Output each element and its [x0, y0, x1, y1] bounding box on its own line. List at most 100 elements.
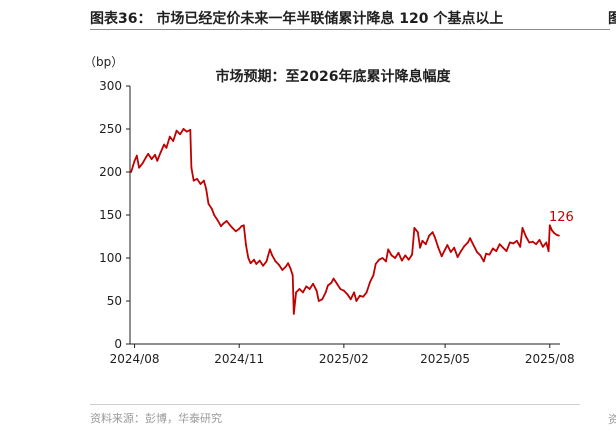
data-point: [485, 252, 487, 255]
data-point: [186, 130, 188, 133]
data-point: [278, 264, 280, 266]
data-point: [385, 260, 387, 263]
data-point: [387, 248, 390, 251]
data-point: [515, 239, 518, 242]
data-point: [542, 245, 544, 248]
series-points: [130, 128, 560, 315]
data-point: [203, 179, 205, 182]
data-point: [428, 234, 431, 237]
data-point: [308, 288, 311, 290]
data-point: [165, 147, 168, 149]
data-point: [247, 257, 250, 259]
data-point: [245, 244, 247, 247]
data-point: [551, 229, 553, 232]
data-point: [339, 288, 342, 290]
data-point: [145, 156, 147, 159]
data-point: [295, 291, 297, 294]
data-point: [467, 241, 469, 244]
series-line: [130, 128, 560, 315]
data-point: [390, 254, 393, 257]
data-point: [479, 254, 482, 257]
data-point: [258, 259, 261, 262]
data-point: [156, 159, 159, 162]
x-tick-label: 2024/11: [214, 352, 264, 366]
data-point: [343, 289, 345, 292]
data-point: [274, 260, 277, 263]
data-point: [460, 250, 462, 253]
data-point: [281, 269, 284, 271]
data-point: [168, 135, 171, 138]
data-point: [305, 285, 308, 288]
data-point: [255, 263, 258, 265]
data-point: [535, 243, 537, 246]
x-tick-label: 2025/05: [420, 352, 470, 366]
data-point: [372, 274, 375, 277]
data-point: [397, 251, 400, 254]
data-point: [147, 153, 150, 155]
data-point: [456, 256, 459, 258]
data-point: [133, 159, 136, 162]
y-axis-ticks: 0 50 100 150 200 250 300: [99, 79, 130, 351]
data-point: [141, 162, 144, 165]
data-point: [492, 247, 494, 250]
data-point: [231, 227, 234, 229]
data-point: [505, 250, 508, 253]
source-note: 资料来源：彭博，华泰研究: [90, 412, 222, 425]
data-point: [196, 178, 199, 180]
data-point: [419, 246, 421, 249]
data-point: [482, 260, 485, 263]
data-point: [353, 291, 355, 294]
data-point: [225, 220, 228, 222]
data-point: [446, 244, 449, 247]
data-point: [444, 248, 446, 251]
data-point: [495, 250, 498, 253]
data-point: [332, 277, 335, 280]
data-point: [548, 224, 551, 227]
data-point: [413, 227, 416, 229]
y-tick-label: 200: [99, 165, 122, 179]
data-point: [138, 166, 141, 169]
data-point: [234, 230, 237, 233]
data-point: [555, 233, 558, 236]
data-point: [558, 234, 560, 237]
data-point: [222, 222, 225, 225]
data-point: [269, 248, 271, 251]
chart-title: 市场预期：至2026年底累计降息幅度: [216, 68, 452, 85]
data-point: [317, 300, 320, 302]
data-point: [240, 225, 243, 228]
data-point: [488, 253, 491, 256]
data-point: [190, 166, 193, 169]
data-point: [159, 151, 162, 154]
data-point: [229, 224, 232, 227]
data-point: [349, 298, 352, 301]
data-point: [182, 128, 185, 130]
data-point: [472, 244, 475, 247]
data-point: [404, 254, 407, 257]
data-point: [312, 282, 314, 285]
data-point: [130, 171, 133, 173]
data-point: [538, 239, 541, 241]
data-point: [284, 265, 287, 268]
adjacent-source-fragment: 资: [608, 413, 616, 426]
y-tick-label: 100: [99, 251, 122, 265]
data-point: [407, 258, 410, 261]
data-point: [421, 239, 424, 242]
data-point: [330, 282, 333, 284]
data-point: [531, 240, 534, 243]
data-point: [401, 259, 403, 262]
data-point: [394, 257, 396, 259]
data-point: [525, 235, 527, 238]
data-point: [265, 260, 268, 263]
data-point: [242, 224, 245, 227]
data-point: [374, 263, 377, 265]
x-axis-ticks: 2024/08 2024/11 2025/02 2025/05 2025/08: [110, 344, 575, 366]
data-point: [175, 129, 178, 132]
footer-divider: [90, 404, 580, 405]
data-point: [135, 154, 138, 157]
data-point: [238, 227, 241, 230]
data-point: [289, 267, 292, 270]
data-point: [424, 243, 427, 246]
data-point: [315, 289, 318, 292]
data-point: [440, 255, 443, 258]
data-point: [271, 254, 274, 257]
